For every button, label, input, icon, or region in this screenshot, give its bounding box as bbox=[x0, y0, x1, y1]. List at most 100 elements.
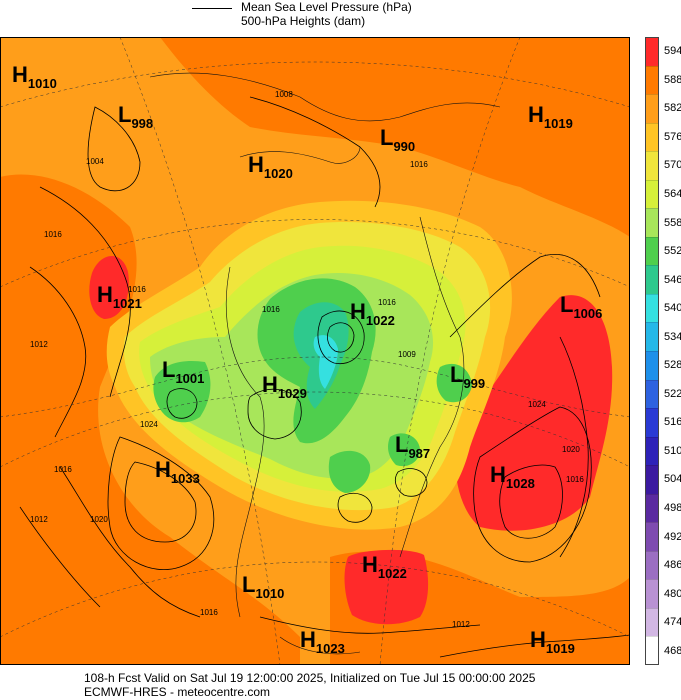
isobar-value-label: 1012 bbox=[30, 515, 48, 524]
coastlines bbox=[149, 72, 501, 655]
high-pressure-label: H1029 bbox=[262, 372, 307, 401]
pressure-system-value: 1028 bbox=[506, 476, 535, 491]
pressure-system-letter: H bbox=[97, 282, 113, 307]
colorbar-swatch bbox=[645, 179, 659, 210]
colorbar-swatch bbox=[645, 122, 659, 153]
colorbar-label: 516 bbox=[664, 416, 681, 429]
colorbar-swatch bbox=[645, 579, 659, 609]
isobar-value-label: 1016 bbox=[44, 230, 62, 239]
colorbar-label: 474 bbox=[664, 616, 681, 629]
colorbar-frame bbox=[645, 37, 659, 665]
colorbar-label: 570 bbox=[664, 159, 681, 172]
isobar-value-label: 1012 bbox=[30, 340, 48, 349]
height-552-region-l987 bbox=[388, 433, 420, 467]
forecast-valid-text: 108-h Fcst Valid on Sat Jul 19 12:00:00 … bbox=[84, 671, 536, 685]
pressure-system-letter: H bbox=[262, 372, 278, 397]
isobar-value-label: 1009 bbox=[398, 350, 416, 359]
low-pressure-label: L1006 bbox=[560, 292, 602, 321]
high-pressure-label: H1019 bbox=[530, 627, 575, 656]
colorbar-label: 534 bbox=[664, 330, 681, 343]
mslp-legend-line-icon bbox=[192, 8, 232, 9]
height-594-region-gulf bbox=[344, 549, 429, 625]
height-594-region-west-pacific bbox=[89, 255, 129, 319]
colorbar-label: 510 bbox=[664, 444, 681, 457]
isobar-value-label: 1008 bbox=[275, 90, 293, 99]
colorbar-label: 576 bbox=[664, 130, 681, 143]
colorbar-swatch bbox=[645, 351, 659, 381]
colorbar-swatch bbox=[645, 550, 659, 581]
pressure-system-value: 1033 bbox=[171, 471, 200, 486]
pressure-system-letter: H bbox=[155, 457, 171, 482]
pressure-system-letter: L bbox=[118, 102, 131, 127]
pressure-system-value: 1001 bbox=[175, 371, 204, 386]
map-legend: Mean Sea Level Pressure (hPa) 500-hPa He… bbox=[0, 0, 681, 36]
high-pressure-label: H1019 bbox=[528, 102, 573, 131]
colorbar-label: 480 bbox=[664, 587, 681, 600]
high-pressure-label: H1022 bbox=[362, 552, 407, 581]
colorbar-swatch bbox=[645, 379, 659, 410]
high-pressure-label: H1028 bbox=[490, 462, 535, 491]
isobar-value-label: 1004 bbox=[86, 157, 104, 166]
pressure-system-letter: H bbox=[12, 62, 28, 87]
colorbar-swatch bbox=[645, 208, 659, 238]
isobar-value-label: 1012 bbox=[452, 620, 470, 629]
pressure-system-value: 1010 bbox=[28, 76, 57, 91]
pressure-system-letter: H bbox=[300, 627, 316, 652]
colorbar-label: 588 bbox=[664, 73, 681, 86]
colorbar-label: 522 bbox=[664, 387, 681, 400]
pressure-system-letter: H bbox=[350, 299, 366, 324]
colorbar-swatch bbox=[645, 607, 659, 638]
colorbar-swatch bbox=[645, 293, 659, 324]
colorbar-swatch bbox=[645, 493, 659, 524]
high-pressure-label: H1023 bbox=[300, 627, 345, 656]
colorbar-label: 564 bbox=[664, 188, 681, 200]
map-frame bbox=[0, 37, 630, 665]
height-552-region-east bbox=[436, 363, 472, 403]
isobar-value-label: 1016 bbox=[378, 298, 396, 307]
pressure-system-value: 998 bbox=[131, 116, 153, 131]
isobar-contours bbox=[19, 96, 630, 658]
pressure-system-letter: L bbox=[395, 432, 408, 457]
colorbar-label: 540 bbox=[664, 302, 681, 315]
pressure-system-value: 1019 bbox=[546, 641, 575, 656]
pressure-system-letter: H bbox=[248, 152, 264, 177]
pressure-system-letter: H bbox=[362, 552, 378, 577]
isobar-value-label: 1016 bbox=[54, 465, 72, 474]
colorbar-label: 498 bbox=[664, 502, 681, 514]
colorbar-swatch bbox=[645, 436, 659, 467]
high-pressure-label: H1020 bbox=[248, 152, 293, 181]
pressure-system-value: 990 bbox=[393, 139, 415, 154]
height-colorbar bbox=[645, 37, 659, 666]
pressure-system-value: 1023 bbox=[316, 641, 345, 656]
low-pressure-label: L999 bbox=[450, 362, 485, 391]
colorbar-swatch bbox=[645, 636, 659, 666]
colorbar-label: 552 bbox=[664, 245, 681, 258]
isobar-value-label: 1016 bbox=[566, 475, 584, 484]
colorbar-label: 468 bbox=[664, 644, 681, 657]
pressure-system-letter: H bbox=[490, 462, 506, 487]
pressure-system-value: 1021 bbox=[113, 296, 142, 311]
colorbar-swatch bbox=[645, 65, 659, 96]
colorbar-swatch bbox=[645, 465, 659, 495]
high-pressure-label: H1021 bbox=[97, 282, 142, 311]
pressure-system-letter: L bbox=[450, 362, 463, 387]
colorbar-label: 558 bbox=[664, 216, 681, 229]
pressure-system-letter: L bbox=[560, 292, 573, 317]
pressure-system-value: 987 bbox=[408, 446, 430, 461]
colorbar-swatch bbox=[645, 322, 659, 352]
pressure-system-value: 1019 bbox=[544, 116, 573, 131]
low-pressure-label: L1001 bbox=[162, 357, 204, 386]
pressure-system-letter: H bbox=[528, 102, 544, 127]
colorbar-label: 486 bbox=[664, 559, 681, 572]
pressure-system-value: 1022 bbox=[378, 566, 407, 581]
pressure-system-value: 1010 bbox=[255, 586, 284, 601]
contour-value-labels: 1004 1016 1012 1016 1024 1012 1016 1020 1024 1020… bbox=[30, 90, 584, 629]
colorbar-label: 546 bbox=[664, 273, 681, 286]
isobar-value-label: 1016 bbox=[128, 285, 146, 294]
heights-legend-label: 500-hPa Heights (dam) bbox=[241, 14, 366, 28]
pressure-system-value: 1022 bbox=[366, 313, 395, 328]
low-pressure-label: L987 bbox=[395, 432, 430, 461]
mslp-legend-label: Mean Sea Level Pressure (hPa) bbox=[241, 0, 412, 14]
